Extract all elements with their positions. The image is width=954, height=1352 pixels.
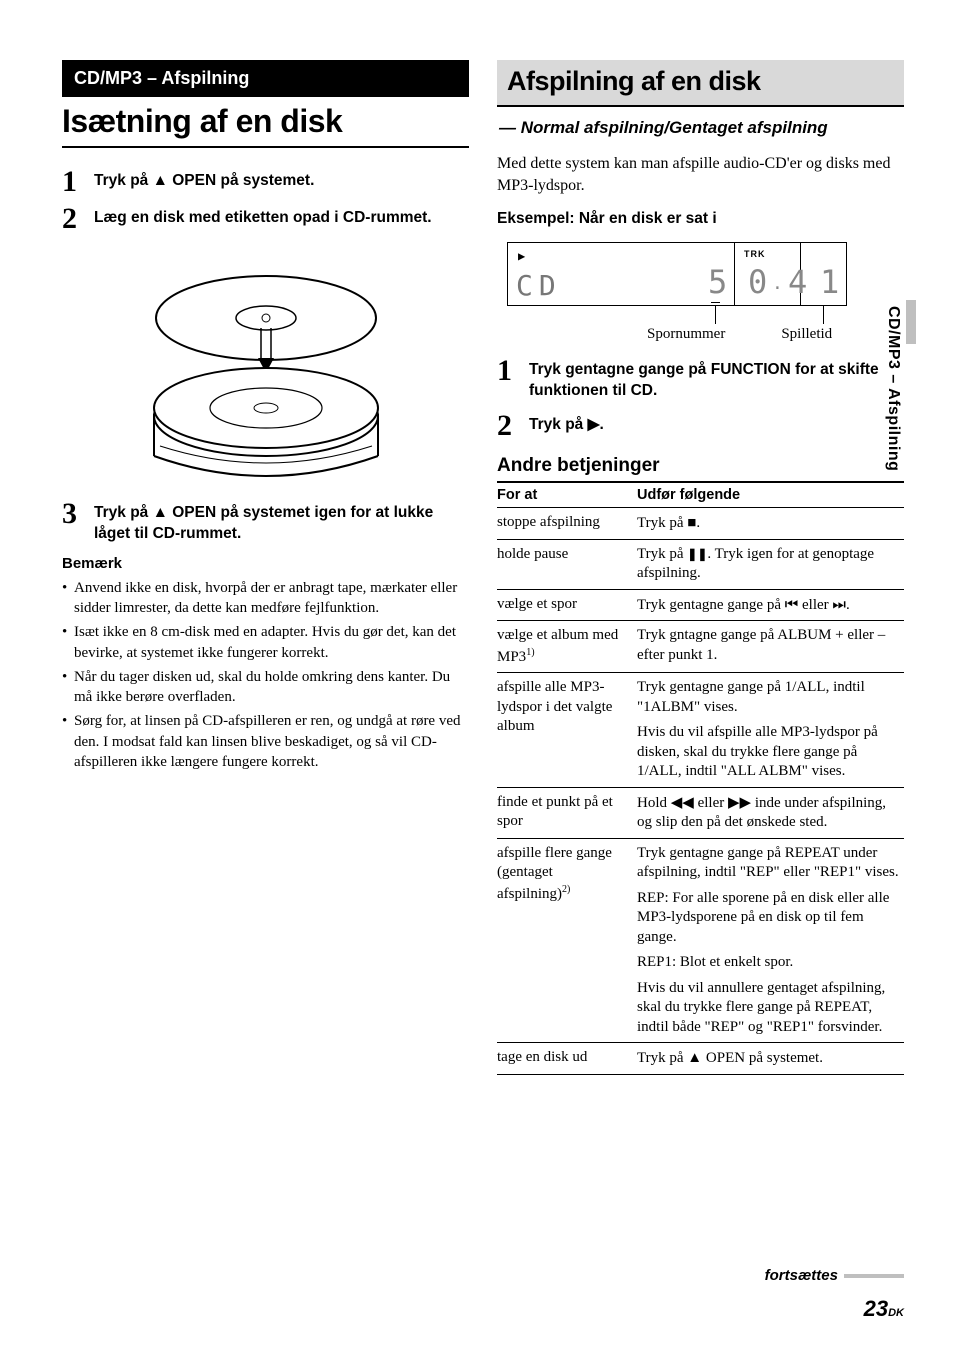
stop-icon: ■ xyxy=(687,514,696,531)
trk-label: TRK xyxy=(744,249,766,259)
other-ops-heading: Andre betjeninger xyxy=(497,455,904,483)
side-tab-marker xyxy=(906,300,916,344)
r-step-1: 1 Tryk gentagne gange på FUNCTION for at… xyxy=(497,357,904,402)
text: OPEN på systemet. xyxy=(168,172,314,189)
step-text: Læg en disk med etiketten opad i CD-rumm… xyxy=(94,205,432,232)
cell: Hold ◀◀ eller ▶▶ inde under afspilning, … xyxy=(637,787,904,838)
time-s1: 4 xyxy=(788,263,807,301)
table-row: afspille alle MP3-lydspor i det valgte a… xyxy=(497,673,904,788)
example-heading: Eksempel: Når en disk er sat i xyxy=(497,210,904,228)
text: Tryk på xyxy=(94,172,153,189)
r-step-2: 2 Tryk på ▶. xyxy=(497,412,904,439)
time-s2: 1 xyxy=(820,263,839,301)
note-list: Anvend ikke en disk, hvorpå der er anbra… xyxy=(62,578,469,772)
cell: vælge et album med MP31) xyxy=(497,621,637,673)
eject-icon: ▲ xyxy=(687,1049,702,1066)
table-row: afspille flere gange (gentaget afspilnin… xyxy=(497,838,904,1043)
table-row: holde pause Tryk på ❚❚. Tryk igen for at… xyxy=(497,539,904,589)
ff-icon: ▶▶ xyxy=(728,794,751,811)
subtitle: — Normal afspilning/Gentaget afspilning xyxy=(497,117,904,139)
play-icon: ▶ xyxy=(518,249,525,263)
step-number: 1 xyxy=(62,168,80,195)
continued-label: fortsættes xyxy=(765,1267,904,1284)
left-column: CD/MP3 – Afspilning Isætning af en disk … xyxy=(62,60,469,1075)
note-heading: Bemærk xyxy=(62,555,469,572)
col-header-do: Udfør følgende xyxy=(637,483,904,508)
callout-track: Spornummer xyxy=(647,326,725,343)
cell: Tryk gentagne gange på REPEAT under afsp… xyxy=(637,838,904,1043)
right-column: Afspilning af en disk — Normal afspilnin… xyxy=(497,60,904,1075)
text: Tryk på xyxy=(529,416,588,433)
step-2: 2 Læg en disk med etiketten opad i CD-ru… xyxy=(62,205,469,232)
table-row: vælge et spor Tryk gentagne gange på ⏮ e… xyxy=(497,589,904,621)
eject-icon: ▲ xyxy=(153,504,168,521)
col-header-for: For at xyxy=(497,483,637,508)
table-row: tage en disk ud Tryk på ▲ OPEN på system… xyxy=(497,1043,904,1075)
note-item: Når du tager disken ud, skal du holde om… xyxy=(62,667,469,708)
next-icon: ⏭ xyxy=(832,596,846,613)
note-item: Anvend ikke en disk, hvorpå der er anbra… xyxy=(62,578,469,619)
play-icon: ▶ xyxy=(588,416,600,433)
note-item: Isæt ikke en 8 cm-disk med en adapter. H… xyxy=(62,622,469,663)
cell: afspille flere gange (gentaget afspilnin… xyxy=(497,838,637,1043)
table-row: stoppe afspilning Tryk på ■. xyxy=(497,508,904,540)
step-3: 3 Tryk på ▲ OPEN på systemet igen for at… xyxy=(62,500,469,545)
step-1: 1 Tryk på ▲ OPEN på systemet. xyxy=(62,168,469,195)
cell: Tryk gntagne gange på ALBUM + eller – ef… xyxy=(637,621,904,673)
cell: tage en disk ud xyxy=(497,1043,637,1075)
cell: Tryk på ❚❚. Tryk igen for at genoptage a… xyxy=(637,539,904,589)
section-header: CD/MP3 – Afspilning xyxy=(62,60,469,97)
cell: finde et punkt på et spor xyxy=(497,787,637,838)
text: . xyxy=(600,416,604,433)
lcd-display: ▶ TRK CD 5 0 . 4 1 xyxy=(507,242,847,306)
intro-paragraph: Med dette system kan man afspille audio-… xyxy=(497,153,904,196)
disc-illustration xyxy=(136,248,396,478)
pause-icon: ❚❚ xyxy=(687,547,707,561)
step-text: Tryk på ▶. xyxy=(529,412,604,439)
cell: Tryk på ▲ OPEN på systemet. xyxy=(637,1043,904,1075)
cell: Tryk gentagne gange på 1/ALL, indtil "1A… xyxy=(637,673,904,788)
time-dot: . xyxy=(772,273,783,294)
step-number: 2 xyxy=(497,412,515,439)
cell: Tryk på ■. xyxy=(637,508,904,540)
footer: fortsættes 23DK xyxy=(765,1267,904,1322)
page-number: 23DK xyxy=(765,1296,904,1322)
cell: holde pause xyxy=(497,539,637,589)
left-title: Isætning af en disk xyxy=(62,103,469,148)
right-title: Afspilning af en disk xyxy=(497,60,904,107)
eject-icon: ▲ xyxy=(153,172,168,189)
rew-icon: ◀◀ xyxy=(671,794,694,811)
track-number: 5 xyxy=(708,263,727,301)
step-number: 3 xyxy=(62,500,80,545)
callout-time: Spilletid xyxy=(781,326,832,343)
step-number: 1 xyxy=(497,357,515,402)
operations-table: For at Udfør følgende stoppe afspilning … xyxy=(497,483,904,1075)
cell: afspille alle MP3-lydspor i det valgte a… xyxy=(497,673,637,788)
time-min: 0 xyxy=(748,263,767,301)
step-number: 2 xyxy=(62,205,80,232)
table-row: vælge et album med MP31) Tryk gntagne ga… xyxy=(497,621,904,673)
cd-label: CD xyxy=(516,269,562,302)
step-text: Tryk på ▲ OPEN på systemet. xyxy=(94,168,314,195)
step-text: Tryk gentagne gange på FUNCTION for at s… xyxy=(529,357,904,402)
prev-icon: ⏮ xyxy=(785,596,799,613)
table-row: finde et punkt på et spor Hold ◀◀ eller … xyxy=(497,787,904,838)
display-example: ▶ TRK CD 5 0 . 4 1 Spornummer Spilletid xyxy=(507,242,904,343)
cell: vælge et spor xyxy=(497,589,637,621)
step-text: Tryk på ▲ OPEN på systemet igen for at l… xyxy=(94,500,469,545)
side-tab-label: CD/MP3 – Afspilning xyxy=(884,306,902,471)
side-tab: CD/MP3 – Afspilning xyxy=(884,306,902,546)
cell: Tryk gentagne gange på ⏮ eller ⏭. xyxy=(637,589,904,621)
text: Tryk på xyxy=(94,504,153,521)
note-item: Sørg for, at linsen på CD-afspilleren er… xyxy=(62,711,469,772)
cell: stoppe afspilning xyxy=(497,508,637,540)
